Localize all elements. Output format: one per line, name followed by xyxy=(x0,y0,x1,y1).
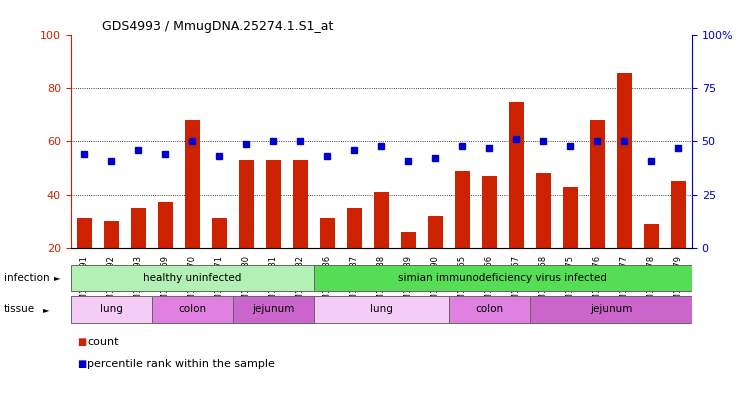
Text: lung: lung xyxy=(100,305,123,314)
Text: jejunum: jejunum xyxy=(590,305,632,314)
Bar xyxy=(71,265,314,291)
Bar xyxy=(401,231,416,248)
Text: ■: ■ xyxy=(77,337,86,347)
Bar xyxy=(152,296,233,323)
Text: percentile rank within the sample: percentile rank within the sample xyxy=(87,358,275,369)
Bar xyxy=(266,160,280,248)
Text: tissue: tissue xyxy=(4,305,35,314)
Bar xyxy=(536,173,551,248)
Bar xyxy=(320,219,335,248)
Text: simian immunodeficiency virus infected: simian immunodeficiency virus infected xyxy=(398,273,607,283)
Bar xyxy=(617,72,632,248)
Bar xyxy=(71,296,152,323)
Bar xyxy=(293,160,308,248)
Bar xyxy=(212,219,227,248)
Text: colon: colon xyxy=(178,305,206,314)
Bar xyxy=(449,296,530,323)
Bar xyxy=(314,296,449,323)
Bar xyxy=(671,181,686,248)
Bar xyxy=(158,202,173,248)
Text: ■: ■ xyxy=(77,358,86,369)
Bar xyxy=(563,187,578,248)
Bar xyxy=(509,102,524,248)
Bar xyxy=(131,208,146,248)
Bar xyxy=(77,219,92,248)
Bar xyxy=(455,171,469,248)
Text: ►: ► xyxy=(54,274,60,283)
Bar xyxy=(239,160,254,248)
Text: lung: lung xyxy=(370,305,393,314)
Bar xyxy=(314,265,692,291)
Text: count: count xyxy=(87,337,118,347)
Bar xyxy=(482,176,497,248)
Bar xyxy=(590,120,605,248)
Text: GDS4993 / MmugDNA.25274.1.S1_at: GDS4993 / MmugDNA.25274.1.S1_at xyxy=(102,20,333,33)
Bar xyxy=(185,120,199,248)
Text: infection: infection xyxy=(4,273,49,283)
Text: colon: colon xyxy=(475,305,504,314)
Bar xyxy=(103,221,118,248)
Bar xyxy=(644,224,659,248)
Bar xyxy=(530,296,692,323)
Text: healthy uninfected: healthy uninfected xyxy=(143,273,241,283)
Text: ►: ► xyxy=(43,305,50,314)
Bar xyxy=(428,216,443,248)
Bar xyxy=(233,296,314,323)
Text: jejunum: jejunum xyxy=(252,305,295,314)
Bar xyxy=(347,208,362,248)
Bar xyxy=(374,192,388,248)
